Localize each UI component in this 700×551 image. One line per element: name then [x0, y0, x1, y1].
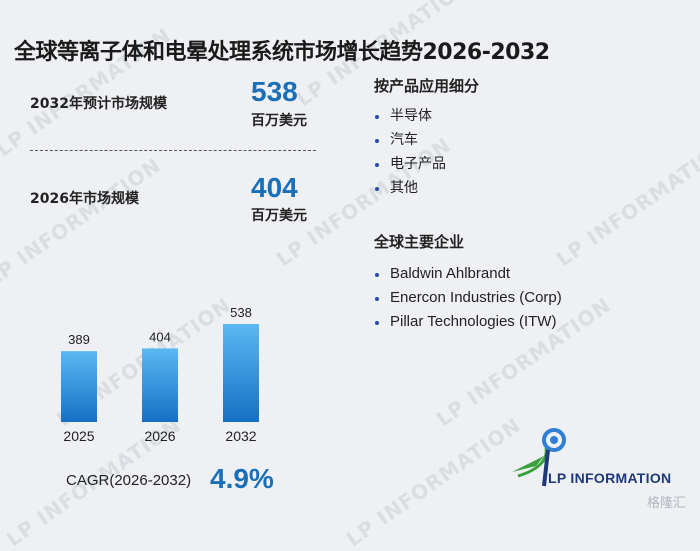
bar-2026: [142, 348, 178, 422]
list-item: Baldwin Ahlbrandt: [374, 262, 562, 286]
segments-list: 半导体 汽车 电子产品 其他: [374, 104, 446, 200]
logo-text: LP INFORMATION: [548, 470, 672, 486]
watermark-text: LP INFORMATION: [551, 132, 700, 272]
stat-unit-2026: 百万美元: [251, 208, 307, 224]
data-label: 389: [68, 332, 90, 347]
x-tick-label: 2026: [144, 428, 175, 444]
list-item: Pillar Technologies (ITW): [374, 310, 562, 334]
list-item: 其他: [374, 176, 446, 200]
x-tick-label: 2032: [225, 428, 256, 444]
list-item: 半导体: [374, 104, 446, 128]
list-item: 汽车: [374, 128, 446, 152]
companies-list: Baldwin Ahlbrandt Enercon Industries (Co…: [374, 262, 562, 334]
page-title: 全球等离子体和电晕处理系统市场增长趋势2026-2032: [14, 40, 550, 65]
data-label: 538: [230, 305, 252, 320]
list-item: Enercon Industries (Corp): [374, 286, 562, 310]
x-tick-label: 2025: [63, 428, 94, 444]
stat-label-2026: 2026年市场规模: [30, 191, 139, 207]
bar-chart: 389 2025 404 2026 538 2032: [61, 305, 259, 444]
stat-unit-2032: 百万美元: [251, 113, 307, 129]
watermark-text: LP INFORMATION: [0, 152, 166, 292]
stat-divider: [30, 150, 316, 151]
cagr-value: 4.9%: [210, 463, 274, 494]
bar-2025: [61, 351, 97, 422]
stat-label-2032: 2032年预计市场规模: [30, 96, 167, 112]
bar-2032: [223, 324, 259, 422]
stat-value-2032: 538: [251, 76, 298, 107]
segments-title: 按产品应用细分: [374, 77, 480, 95]
corner-watermark: 格隆汇: [646, 496, 686, 511]
companies-title: 全球主要企业: [374, 233, 465, 251]
watermark-text: LP INFORMATION: [341, 412, 526, 551]
stat-value-2026: 404: [251, 172, 298, 203]
list-item: 电子产品: [374, 152, 446, 176]
cagr-label: CAGR(2026-2032): [66, 472, 192, 489]
data-label: 404: [149, 329, 171, 344]
lp-information-logo: [512, 428, 566, 487]
